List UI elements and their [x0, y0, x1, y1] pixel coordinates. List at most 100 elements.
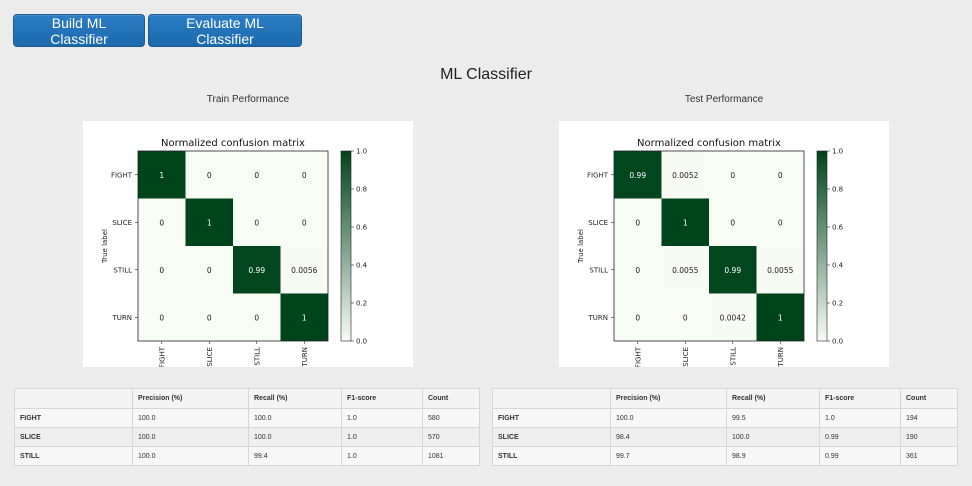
table-header-cell	[14, 388, 133, 409]
y-tick-label: TURN	[112, 314, 133, 322]
table-cell: 100.0	[248, 408, 342, 428]
matrix-cell	[233, 198, 281, 246]
table-cell: 100.0	[726, 427, 820, 447]
matrix-cell	[280, 246, 328, 294]
table-row: FIGHT 100.0 100.0 1.0 580	[14, 408, 480, 428]
table-cell: 100.0	[132, 408, 249, 428]
matrix-cell-label: 0	[778, 171, 783, 180]
matrix-cell-label: 0.99	[629, 171, 646, 180]
table-row: SLICE 98.4 100.0 0.99 190	[492, 427, 958, 447]
table-header-f1: F1-score	[341, 388, 423, 409]
matrix-cell	[185, 246, 233, 294]
table-cell: SLICE	[492, 427, 611, 447]
table-cell: 98.4	[610, 427, 727, 447]
build-classifier-button[interactable]: Build ML Classifier	[13, 14, 145, 47]
test-performance-title: Test Performance	[684, 94, 764, 105]
matrix-cell-label: 0	[159, 313, 164, 322]
table-cell: SLICE	[14, 427, 133, 447]
table-cell: 99.7	[610, 446, 727, 466]
x-tick-label: SLICE	[682, 347, 690, 367]
matrix-cell	[661, 198, 709, 246]
matrix-cell	[233, 246, 281, 294]
table-header-recall: Recall (%)	[726, 388, 820, 409]
table-cell: 100.0	[610, 408, 727, 428]
matrix-cell	[280, 198, 328, 246]
matrix-cell-label: 0	[159, 218, 164, 227]
matrix-cell	[138, 151, 186, 199]
train-performance-title: Train Performance	[206, 94, 290, 105]
matrix-cell-label: 1	[159, 171, 164, 180]
table-header-recall: Recall (%)	[248, 388, 342, 409]
matrix-cell-label: 0.0055	[767, 266, 793, 275]
matrix-cell	[138, 293, 186, 341]
matrix-cell-label: 0.0055	[672, 266, 698, 275]
y-axis-label: True label	[577, 229, 585, 264]
train-confusion-matrix-panel: Normalized confusion matrix True label 1 0 0…	[83, 121, 413, 367]
colorbar-tick-label: 0.0	[832, 338, 843, 346]
table-cell: 1081	[422, 446, 480, 466]
table-cell: 1.0	[341, 427, 423, 447]
table-header-precision: Precision (%)	[610, 388, 727, 409]
colorbar-tick-label: 1.0	[356, 148, 367, 156]
matrix-cell-label: 0.0052	[672, 171, 698, 180]
colorbar	[816, 150, 828, 342]
train-metrics-table: Precision (%) Recall (%) F1-score Count …	[14, 388, 480, 466]
table-cell: 100.0	[132, 446, 249, 466]
matrix-cell-label: 1	[778, 313, 783, 322]
matrix-cell	[614, 198, 662, 246]
x-tick-label: TURN	[777, 347, 785, 367]
test-confusion-matrix-chart: Normalized confusion matrix True label 0.9…	[577, 138, 844, 367]
matrix-cell-label: 0.99	[724, 266, 741, 275]
table-row: SLICE 100.0 100.0 1.0 570	[14, 427, 480, 447]
colorbar	[340, 150, 352, 342]
colorbar-tick-label: 1.0	[832, 148, 843, 156]
train-confusion-matrix-chart: Normalized confusion matrix True label 1 0 0…	[101, 138, 368, 367]
matrix-cell-label: 0	[207, 313, 212, 322]
matrix-cell	[614, 151, 662, 199]
matrix-cell-label: 0	[254, 218, 259, 227]
colorbar-tick-label: 0.0	[356, 338, 367, 346]
table-cell: 1.0	[819, 408, 901, 428]
matrix-cell-label: 0.0042	[720, 313, 746, 322]
x-tick-label: STILL	[729, 347, 737, 366]
table-cell: 190	[900, 427, 958, 447]
matrix-cell-label: 0	[302, 218, 307, 227]
y-axis-label: True label	[101, 229, 109, 264]
x-tick-label: TURN	[301, 347, 309, 367]
table-cell: 0.99	[819, 427, 901, 447]
evaluate-classifier-button[interactable]: Evaluate ML Classifier	[148, 14, 302, 47]
matrix-cell	[756, 293, 804, 341]
matrix-cell-label: 0	[730, 171, 735, 180]
colorbar-tick-label: 0.6	[356, 224, 368, 232]
matrix-cell	[280, 293, 328, 341]
matrix-cell-label: 0	[683, 313, 688, 322]
table-cell: FIGHT	[492, 408, 611, 428]
matrix-cell	[233, 151, 281, 199]
matrix-cell	[614, 293, 662, 341]
table-cell: 99.5	[726, 408, 820, 428]
colorbar-tick-label: 0.4	[356, 262, 368, 270]
table-cell: 98.9	[726, 446, 820, 466]
matrix-cell	[185, 293, 233, 341]
matrix-title: Normalized confusion matrix	[161, 138, 305, 149]
matrix-cell	[614, 246, 662, 294]
test-metrics-table: Precision (%) Recall (%) F1-score Count …	[492, 388, 958, 466]
matrix-cell	[280, 151, 328, 199]
matrix-cell	[756, 198, 804, 246]
matrix-cell	[233, 293, 281, 341]
matrix-cell	[185, 151, 233, 199]
matrix-cell-label: 0.0056	[291, 266, 317, 275]
matrix-cell-label: 0	[302, 171, 307, 180]
table-cell: 1.0	[341, 446, 423, 466]
y-tick-label: SLICE	[112, 219, 132, 227]
table-header-row: Precision (%) Recall (%) F1-score Count	[492, 388, 958, 409]
matrix-cell-label: 0	[635, 266, 640, 275]
table-cell: STILL	[492, 446, 611, 466]
page-title: ML Classifier	[440, 66, 532, 83]
table-cell: 580	[422, 408, 480, 428]
table-header-precision: Precision (%)	[132, 388, 249, 409]
matrix-cell	[756, 151, 804, 199]
matrix-cell-label: 0	[207, 266, 212, 275]
table-cell: 99.4	[248, 446, 342, 466]
matrix-cell	[709, 198, 757, 246]
